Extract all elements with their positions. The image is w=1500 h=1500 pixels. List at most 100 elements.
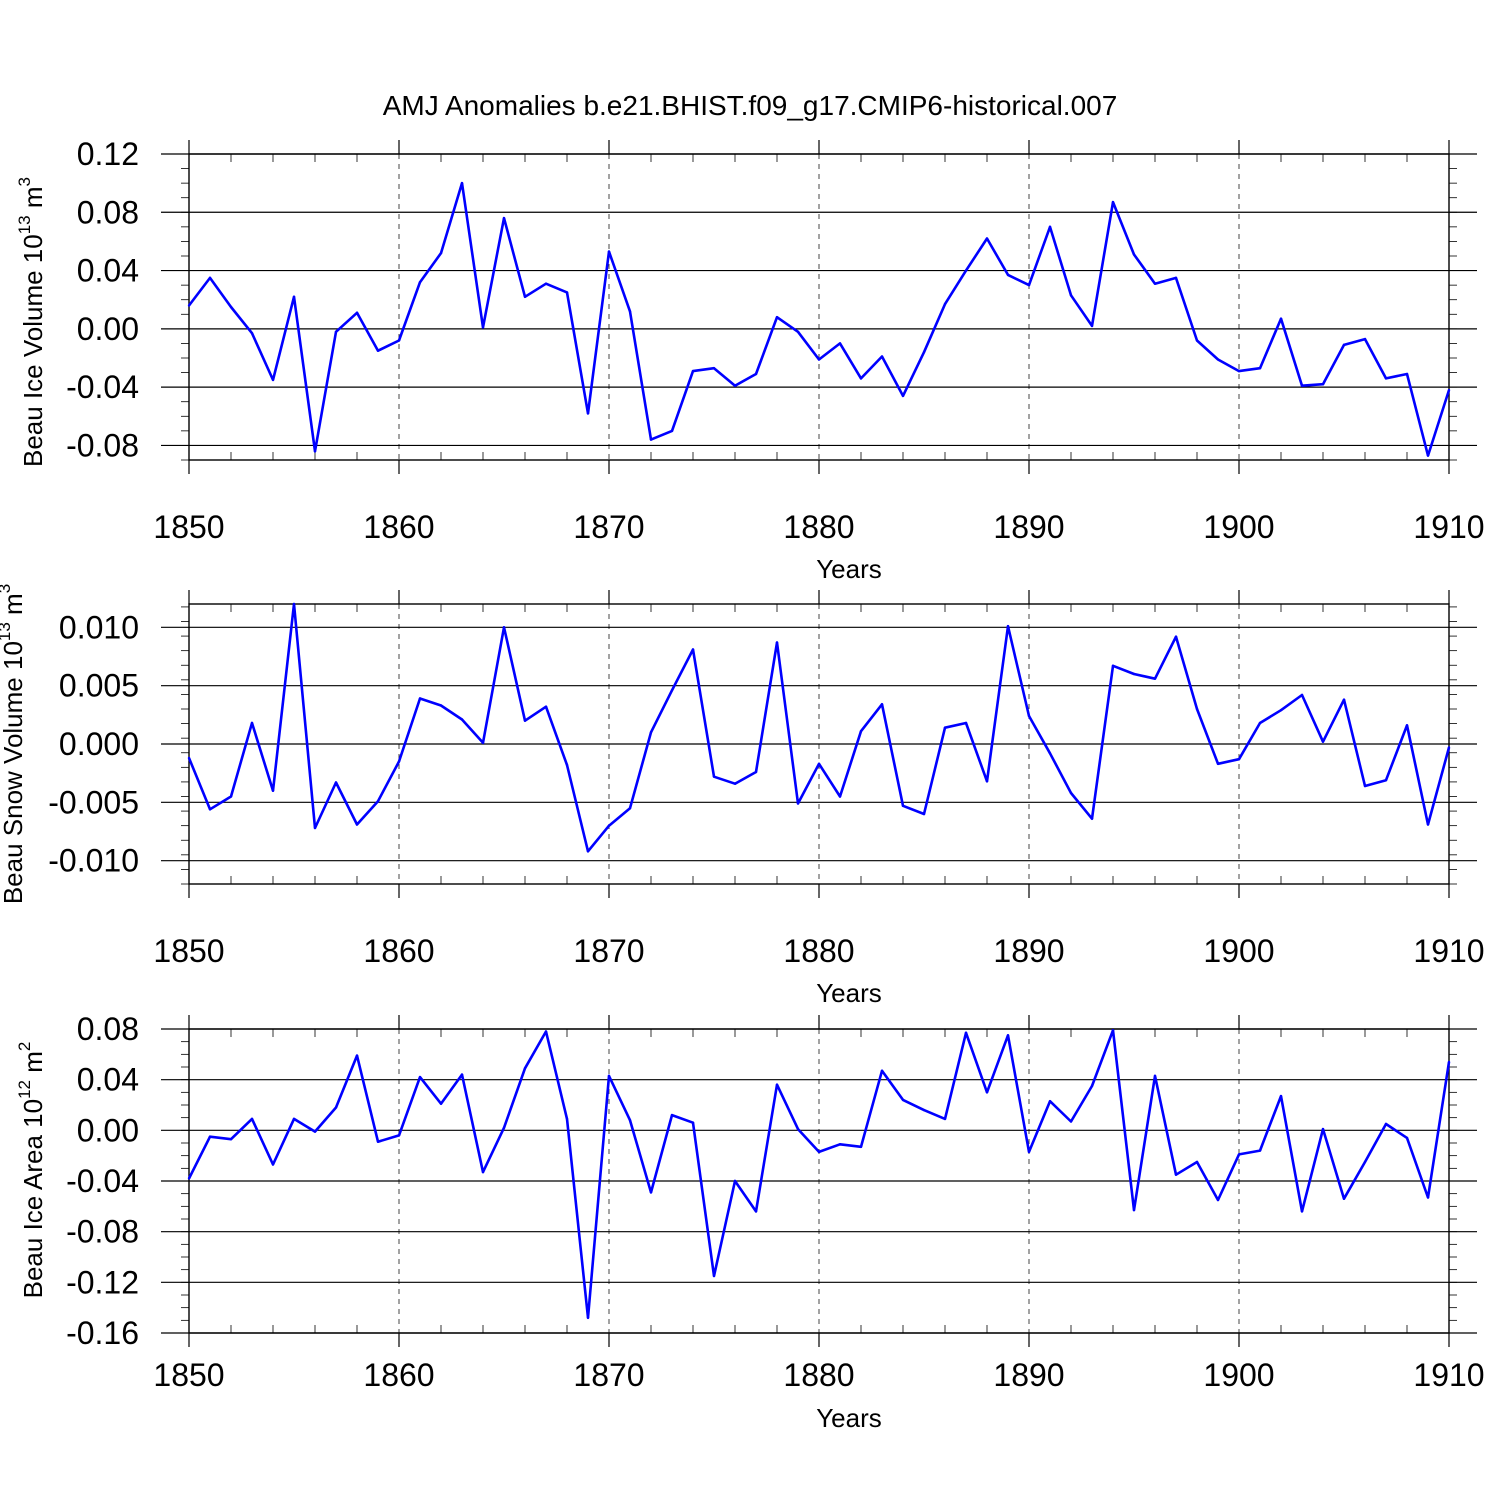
data-point-snow-volume-1864 bbox=[481, 741, 485, 745]
y-tick-label-ice-volume: -0.08 bbox=[66, 427, 139, 463]
data-point-snow-volume-1862 bbox=[439, 704, 443, 707]
data-point-snow-volume-1871 bbox=[628, 806, 632, 810]
data-point-snow-volume-1903 bbox=[1300, 693, 1304, 697]
data-point-ice-volume-1877 bbox=[754, 372, 758, 376]
data-point-ice-volume-1895 bbox=[1132, 253, 1136, 256]
data-point-ice-volume-1910 bbox=[1447, 388, 1451, 392]
data-point-snow-volume-1855 bbox=[292, 602, 296, 606]
data-point-ice-volume-1852 bbox=[229, 305, 233, 309]
data-point-ice-area-1866 bbox=[523, 1067, 527, 1070]
y-tick-label-ice-area: -0.08 bbox=[66, 1214, 139, 1250]
y-tick-label-ice-volume: 0.04 bbox=[77, 253, 139, 289]
data-point-ice-volume-1867 bbox=[544, 282, 548, 285]
data-point-snow-volume-1901 bbox=[1258, 721, 1262, 725]
y-axis-label-ice-volume: Beau Ice Volume 1013 m3 bbox=[15, 177, 48, 467]
data-point-ice-area-1901 bbox=[1258, 1149, 1262, 1152]
data-point-ice-volume-1905 bbox=[1342, 343, 1346, 347]
data-point-ice-area-1869 bbox=[586, 1316, 590, 1320]
x-tick-label-snow-volume: 1870 bbox=[573, 933, 644, 969]
y-tick-label-snow-volume: 0.005 bbox=[59, 668, 139, 704]
data-point-ice-area-1908 bbox=[1405, 1136, 1409, 1140]
data-point-snow-volume-1869 bbox=[586, 850, 590, 853]
data-point-snow-volume-1868 bbox=[565, 763, 569, 767]
panel-ice-area: 1850 1860 1870 1880 1890 1900 1910 -0.16 -0.12 -0… bbox=[15, 1011, 1485, 1433]
data-point-ice-volume-1875 bbox=[712, 367, 716, 370]
data-point-ice-volume-1894 bbox=[1111, 200, 1115, 204]
data-point-snow-volume-1852 bbox=[229, 795, 233, 798]
data-point-snow-volume-1898 bbox=[1195, 707, 1199, 711]
data-point-ice-area-1859 bbox=[376, 1140, 380, 1143]
chart-panels: 1850 1860 1870 1880 1890 1900 1910 -0.08 -0.04 0.… bbox=[0, 136, 1485, 1433]
data-point-ice-volume-1855 bbox=[292, 295, 296, 298]
x-tick-label-ice-volume: 1880 bbox=[783, 509, 854, 545]
y-tick-label-ice-area: 0.00 bbox=[77, 1112, 139, 1148]
data-point-ice-area-1904 bbox=[1321, 1127, 1325, 1131]
data-point-ice-volume-1857 bbox=[334, 330, 338, 333]
data-point-snow-volume-1854 bbox=[271, 789, 275, 792]
y-tick-label-ice-volume: 0.12 bbox=[77, 136, 139, 172]
y-tick-label-ice-volume: 0.08 bbox=[77, 194, 139, 230]
y-tick-label-ice-area: 0.04 bbox=[77, 1062, 139, 1098]
data-point-snow-volume-1872 bbox=[649, 731, 653, 734]
data-point-snow-volume-1865 bbox=[502, 626, 506, 629]
x-tick-label-ice-area: 1890 bbox=[993, 1357, 1064, 1393]
data-point-snow-volume-1906 bbox=[1363, 784, 1367, 788]
x-tick-label-ice-volume: 1850 bbox=[153, 509, 224, 545]
data-point-snow-volume-1897 bbox=[1174, 635, 1178, 638]
y-tick-label-snow-volume: -0.005 bbox=[48, 784, 139, 820]
data-point-ice-volume-1885 bbox=[922, 350, 926, 354]
data-point-ice-area-1875 bbox=[712, 1274, 716, 1278]
x-tick-label-snow-volume: 1860 bbox=[363, 933, 434, 969]
data-point-ice-area-1892 bbox=[1069, 1120, 1073, 1123]
x-tick-label-snow-volume: 1850 bbox=[153, 933, 224, 969]
data-point-snow-volume-1879 bbox=[796, 802, 800, 805]
data-point-ice-area-1854 bbox=[271, 1163, 275, 1166]
data-point-ice-area-1853 bbox=[250, 1117, 254, 1121]
data-point-ice-area-1850 bbox=[187, 1177, 191, 1180]
data-point-ice-volume-1902 bbox=[1279, 317, 1283, 320]
x-tick-label-ice-area: 1860 bbox=[363, 1357, 434, 1393]
data-point-ice-area-1874 bbox=[691, 1121, 695, 1124]
data-point-ice-area-1857 bbox=[334, 1106, 338, 1109]
data-point-ice-area-1906 bbox=[1363, 1160, 1367, 1164]
data-point-ice-volume-1869 bbox=[586, 412, 590, 415]
data-point-ice-volume-1860 bbox=[397, 339, 401, 342]
data-point-ice-area-1884 bbox=[901, 1098, 905, 1102]
data-point-snow-volume-1850 bbox=[187, 756, 191, 760]
data-point-ice-volume-1870 bbox=[607, 250, 611, 253]
data-point-snow-volume-1892 bbox=[1069, 791, 1073, 795]
data-point-ice-area-1858 bbox=[355, 1054, 359, 1057]
data-point-snow-volume-1875 bbox=[712, 775, 716, 778]
data-point-ice-area-1896 bbox=[1153, 1074, 1157, 1078]
data-point-ice-area-1898 bbox=[1195, 1160, 1199, 1164]
data-point-ice-area-1868 bbox=[565, 1117, 569, 1121]
data-point-ice-volume-1861 bbox=[418, 281, 422, 284]
data-point-ice-area-1851 bbox=[208, 1135, 212, 1138]
data-point-ice-volume-1854 bbox=[271, 378, 275, 382]
data-point-snow-volume-1851 bbox=[208, 808, 212, 811]
data-point-snow-volume-1859 bbox=[376, 799, 380, 803]
y-axis-label-ice-area: Beau Ice Area 1012 m2 bbox=[15, 1042, 48, 1299]
data-point-snow-volume-1880 bbox=[817, 762, 821, 766]
data-point-ice-area-1885 bbox=[922, 1108, 926, 1112]
panel-ice-volume: 1850 1860 1870 1880 1890 1900 1910 -0.08 -0.04 0.… bbox=[15, 136, 1485, 584]
data-point-ice-area-1905 bbox=[1342, 1197, 1346, 1200]
data-point-ice-area-1881 bbox=[838, 1143, 842, 1146]
y-axis-label-snow-volume: Beau Snow Volume 1013 m3 bbox=[0, 584, 28, 904]
data-point-snow-volume-1899 bbox=[1216, 762, 1220, 766]
data-point-snow-volume-1876 bbox=[733, 782, 737, 785]
data-point-ice-volume-1868 bbox=[565, 291, 569, 294]
data-point-ice-volume-1889 bbox=[1006, 273, 1010, 277]
data-point-ice-area-1878 bbox=[775, 1083, 779, 1086]
data-point-snow-volume-1902 bbox=[1279, 708, 1283, 712]
data-point-ice-area-1865 bbox=[502, 1126, 506, 1130]
x-tick-label-snow-volume: 1900 bbox=[1203, 933, 1274, 969]
data-point-ice-area-1890 bbox=[1027, 1150, 1031, 1154]
y-tick-label-ice-volume: -0.04 bbox=[66, 369, 139, 405]
y-tick-label-ice-area: -0.16 bbox=[66, 1315, 139, 1351]
data-point-ice-volume-1863 bbox=[460, 181, 464, 185]
data-point-ice-volume-1874 bbox=[691, 369, 695, 373]
data-point-ice-area-1900 bbox=[1237, 1153, 1241, 1156]
y-tick-label-ice-area: 0.08 bbox=[77, 1011, 139, 1047]
data-point-ice-volume-1909 bbox=[1426, 454, 1430, 457]
